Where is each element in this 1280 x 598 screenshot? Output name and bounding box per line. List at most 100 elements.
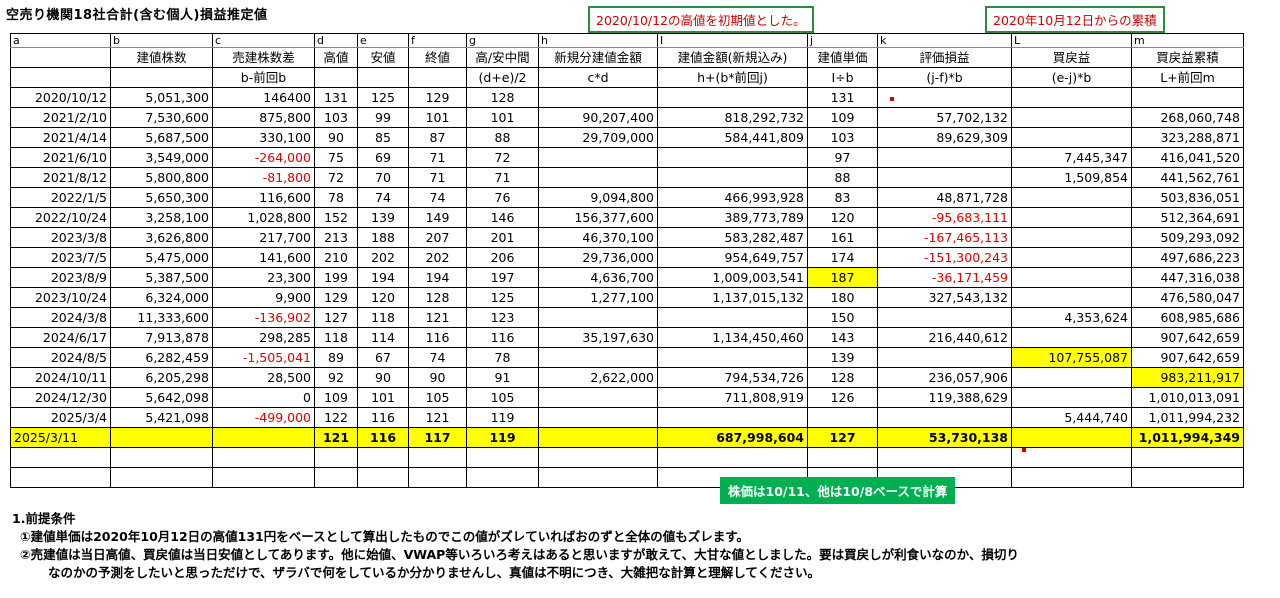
table-row-cell[interactable]: 3,258,100 — [110, 207, 213, 228]
table-row-cell[interactable]: -36,171,459 — [877, 267, 1012, 288]
table-row-cell[interactable] — [110, 427, 213, 448]
table-row-cell[interactable]: 71 — [408, 167, 467, 188]
table-row-cell[interactable]: 1,010,013,091 — [1131, 387, 1244, 408]
empty-cell[interactable] — [877, 447, 1012, 468]
table-row-cell[interactable]: 72 — [314, 167, 358, 188]
column-letter-row-cell[interactable]: h — [538, 33, 658, 48]
table-row-cell[interactable]: 3,549,000 — [110, 147, 213, 168]
table-row-cell[interactable]: 216,440,612 — [877, 327, 1012, 348]
table-row-cell[interactable]: 129 — [408, 87, 467, 108]
header-row-cell[interactable] — [10, 47, 111, 68]
table-row-cell[interactable]: 28,500 — [212, 367, 315, 388]
table-row-cell[interactable]: 5,650,300 — [110, 187, 213, 208]
table-row-cell[interactable]: 9,094,800 — [538, 187, 658, 208]
empty-cell[interactable] — [466, 467, 539, 488]
table-row-cell[interactable]: 128 — [408, 287, 467, 308]
table-row-cell[interactable]: 146400 — [212, 87, 315, 108]
table-row-cell[interactable] — [1011, 367, 1132, 388]
table-row-cell[interactable]: 48,871,728 — [877, 187, 1012, 208]
table-row-cell[interactable]: 2022/10/24 — [10, 207, 111, 228]
empty-cell[interactable] — [10, 447, 111, 468]
table-row-cell[interactable]: 298,285 — [212, 327, 315, 348]
table-row-cell[interactable]: 5,642,098 — [110, 387, 213, 408]
table-row-cell[interactable]: 69 — [357, 147, 409, 168]
table-row-cell[interactable]: 119 — [466, 407, 539, 428]
table-row-cell[interactable]: 207 — [408, 227, 467, 248]
table-row-cell[interactable]: 1,137,015,132 — [657, 287, 808, 308]
table-row-cell[interactable]: 466,993,928 — [657, 187, 808, 208]
table-row-cell[interactable]: 2024/12/30 — [10, 387, 111, 408]
table-row-cell[interactable] — [877, 407, 1012, 428]
table-row-cell[interactable]: -1,505,041 — [212, 347, 315, 368]
table-row-cell[interactable]: 116,600 — [212, 187, 315, 208]
table-row-cell[interactable]: 6,324,000 — [110, 287, 213, 308]
table-row-cell[interactable]: 88 — [807, 167, 878, 188]
column-letter-row-cell[interactable]: d — [314, 33, 358, 48]
table-row-cell[interactable]: 7,530,600 — [110, 107, 213, 128]
table-row-cell[interactable]: 1,009,003,541 — [657, 267, 808, 288]
table-row-cell[interactable]: 90 — [314, 127, 358, 148]
table-row-cell[interactable]: 118 — [357, 307, 409, 328]
empty-cell[interactable] — [212, 447, 315, 468]
header-row-cell[interactable]: 買戻益累積 — [1131, 47, 1244, 68]
table-row-cell[interactable]: 119,388,629 — [877, 387, 1012, 408]
table-row-cell[interactable]: 447,316,038 — [1131, 267, 1244, 288]
table-row-cell[interactable]: 0 — [212, 387, 315, 408]
table-row-cell[interactable]: 125 — [357, 87, 409, 108]
table-row-cell[interactable]: -95,683,111 — [877, 207, 1012, 228]
table-row-cell[interactable]: 139 — [357, 207, 409, 228]
table-row-cell[interactable]: 2023/3/8 — [10, 227, 111, 248]
header-row-cell[interactable]: 売建株数差 — [212, 47, 315, 68]
table-row-cell[interactable]: 131 — [314, 87, 358, 108]
formula-row-cell[interactable]: c*d — [538, 67, 658, 88]
table-row-cell[interactable]: -81,800 — [212, 167, 315, 188]
table-row-cell[interactable]: 90,207,400 — [538, 107, 658, 128]
table-row-cell[interactable] — [1011, 327, 1132, 348]
empty-cell[interactable] — [1131, 467, 1244, 488]
table-row-cell[interactable] — [1011, 227, 1132, 248]
table-row-cell[interactable]: 88 — [466, 127, 539, 148]
column-letter-row-cell[interactable]: a — [10, 33, 111, 48]
table-row-cell[interactable]: 1,509,854 — [1011, 167, 1132, 188]
table-row-cell[interactable] — [657, 87, 808, 108]
table-row-cell[interactable] — [657, 167, 808, 188]
table-row-cell[interactable]: 202 — [408, 247, 467, 268]
empty-cell[interactable] — [657, 447, 808, 468]
header-row-cell[interactable]: 建値株数 — [110, 47, 213, 68]
table-row-cell[interactable]: 120 — [807, 207, 878, 228]
table-row-cell[interactable]: 121 — [314, 427, 358, 448]
table-row-cell[interactable]: 11,333,600 — [110, 307, 213, 328]
table-row-cell[interactable]: 476,580,047 — [1131, 287, 1244, 308]
formula-row-cell[interactable]: I÷b — [807, 67, 878, 88]
table-row-cell[interactable]: 818,292,732 — [657, 107, 808, 128]
table-row-cell[interactable] — [1011, 87, 1132, 108]
table-row-cell[interactable]: 2024/6/17 — [10, 327, 111, 348]
table-row-cell[interactable]: -151,300,243 — [877, 247, 1012, 268]
table-row-cell[interactable]: 3,626,800 — [110, 227, 213, 248]
table-row-cell[interactable]: 78 — [314, 187, 358, 208]
table-row-cell[interactable] — [538, 147, 658, 168]
table-row-cell[interactable]: 156,377,600 — [538, 207, 658, 228]
table-row-cell[interactable]: 149 — [408, 207, 467, 228]
table-row-cell[interactable]: 127 — [807, 427, 878, 448]
table-row-cell[interactable]: 2020/10/12 — [10, 87, 111, 108]
formula-row-cell[interactable] — [10, 67, 111, 88]
formula-row-cell[interactable]: h+(b*前回j) — [657, 67, 808, 88]
table-row-cell[interactable]: 6,282,459 — [110, 347, 213, 368]
table-row-cell[interactable]: 416,041,520 — [1131, 147, 1244, 168]
table-row-cell[interactable]: 105 — [466, 387, 539, 408]
table-row-cell[interactable]: 121 — [408, 407, 467, 428]
table-row-cell[interactable]: 6,205,298 — [110, 367, 213, 388]
table-row-cell[interactable]: 71 — [466, 167, 539, 188]
table-row-cell[interactable]: 210 — [314, 247, 358, 268]
table-row-cell[interactable]: 327,543,132 — [877, 287, 1012, 308]
table-row-cell[interactable]: 4,636,700 — [538, 267, 658, 288]
table-row-cell[interactable]: 907,642,659 — [1131, 327, 1244, 348]
table-row-cell[interactable]: 1,277,100 — [538, 287, 658, 308]
table-row-cell[interactable] — [538, 167, 658, 188]
table-row-cell[interactable] — [538, 347, 658, 368]
empty-cell[interactable] — [408, 447, 467, 468]
formula-row-cell[interactable]: (j-f)*b — [877, 67, 1012, 88]
table-row-cell[interactable]: 74 — [408, 347, 467, 368]
table-row-cell[interactable] — [1011, 127, 1132, 148]
